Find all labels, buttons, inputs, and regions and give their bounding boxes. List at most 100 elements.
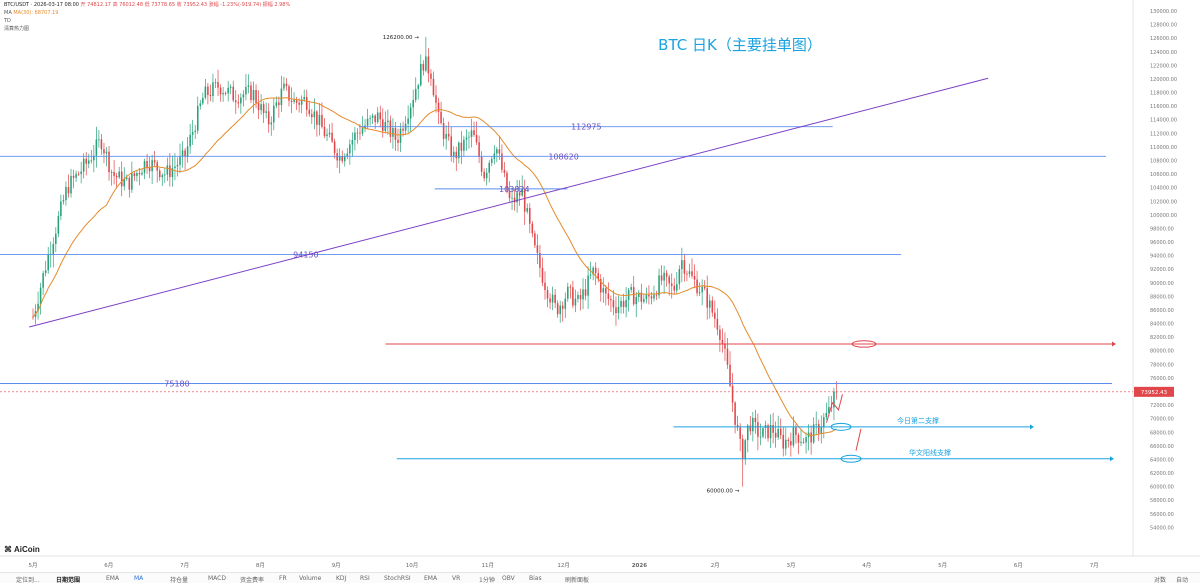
candle-body bbox=[394, 128, 397, 140]
chart-header-ohlc: BTC/USDT · 2026-03-17 08:00 开 74812.17 高… bbox=[4, 2, 290, 9]
toolbar-item[interactable]: EMA bbox=[106, 575, 120, 582]
candle-body bbox=[731, 385, 734, 403]
candle-body bbox=[795, 427, 797, 435]
x-tick-label: 6月 bbox=[1014, 562, 1023, 569]
candle-body bbox=[39, 287, 42, 304]
candle-body bbox=[207, 86, 209, 95]
candle-body bbox=[417, 85, 420, 89]
candle-body bbox=[643, 299, 645, 302]
toolbar-item[interactable]: 日期范围 bbox=[56, 577, 81, 584]
candle-body bbox=[338, 156, 341, 161]
candle-body bbox=[612, 300, 615, 308]
candle-body bbox=[93, 155, 95, 161]
toolbar-item[interactable]: 1分钟 bbox=[479, 577, 495, 584]
candle-body bbox=[521, 188, 523, 196]
toolbar-item[interactable]: FR bbox=[279, 575, 287, 582]
red-level-ellipse bbox=[851, 340, 877, 348]
candle-body bbox=[650, 296, 653, 299]
candle-body bbox=[176, 164, 179, 167]
candle-body bbox=[777, 428, 779, 438]
candle-body bbox=[445, 133, 447, 139]
candle-body bbox=[653, 294, 655, 299]
candle-body bbox=[290, 100, 293, 102]
candle-body bbox=[278, 102, 280, 106]
td-label: TD bbox=[4, 18, 11, 24]
candle-body bbox=[452, 151, 455, 157]
candle-body bbox=[136, 172, 138, 177]
candle-body bbox=[151, 160, 153, 172]
toolbar-item[interactable]: VR bbox=[452, 575, 461, 582]
candle-body bbox=[128, 177, 131, 190]
toolbar-item[interactable]: MA bbox=[134, 575, 144, 582]
y-tick-label: 70000.00 bbox=[1150, 417, 1174, 423]
toolbar-scale-toggle[interactable]: 对数 bbox=[1154, 577, 1167, 584]
x-tick-label: 5月 bbox=[29, 562, 38, 569]
level-label: 75180 bbox=[164, 379, 189, 388]
candle-body bbox=[698, 292, 701, 294]
toolbar-item[interactable]: 定位到... bbox=[16, 577, 40, 584]
candle-body bbox=[169, 165, 171, 178]
candle-body bbox=[739, 427, 741, 439]
toolbar-item[interactable]: 资金费率 bbox=[240, 577, 265, 584]
toolbar-item[interactable]: 刷新面板 bbox=[565, 577, 590, 584]
candle-body bbox=[125, 177, 128, 180]
toolbar-item[interactable]: StochRSI bbox=[384, 575, 411, 582]
y-tick-label: 116000.00 bbox=[1150, 104, 1177, 110]
ma-indicator-line[interactable]: MA MA(30): 68707.19 bbox=[4, 10, 58, 17]
candle-body bbox=[721, 339, 724, 345]
toolbar-item[interactable]: MACD bbox=[208, 575, 226, 582]
toolbar-item[interactable]: 持仓量 bbox=[170, 577, 189, 584]
candle-body bbox=[432, 78, 435, 96]
toolbar-item[interactable]: KDJ bbox=[336, 575, 347, 582]
candle-body bbox=[65, 187, 67, 201]
level-label: 103824 bbox=[499, 185, 530, 194]
candle-body bbox=[186, 146, 189, 157]
candle-body bbox=[673, 285, 676, 291]
toolbar-item[interactable]: EMA bbox=[424, 575, 438, 582]
candle-body bbox=[87, 160, 90, 164]
candle-body bbox=[769, 424, 772, 439]
candle-body bbox=[108, 151, 110, 173]
candle-body bbox=[736, 424, 739, 428]
candle-body bbox=[257, 103, 260, 111]
candle-body bbox=[326, 134, 328, 137]
candle-body bbox=[483, 171, 485, 179]
red-arrow-down bbox=[826, 402, 833, 423]
y-tick-label: 106000.00 bbox=[1150, 172, 1177, 178]
toolbar-item[interactable]: RSI bbox=[360, 575, 370, 582]
trend-line[interactable] bbox=[29, 77, 989, 328]
candle-body bbox=[785, 439, 787, 449]
candle-body bbox=[387, 120, 389, 123]
y-tick-label: 66000.00 bbox=[1150, 444, 1174, 450]
candle-body bbox=[726, 348, 729, 365]
td-indicator-line[interactable]: TD bbox=[4, 18, 11, 25]
candle-body bbox=[708, 300, 711, 308]
candle-body bbox=[592, 267, 594, 275]
candle-body bbox=[460, 142, 463, 151]
candle-body bbox=[549, 298, 551, 303]
heatmap-indicator-line[interactable]: 清算热力图 bbox=[4, 26, 29, 33]
candle-body bbox=[516, 192, 518, 203]
toolbar-item[interactable]: OBV bbox=[502, 575, 515, 582]
candle-body bbox=[802, 441, 805, 443]
toolbar-item[interactable]: Volume bbox=[299, 575, 322, 582]
candle-body bbox=[701, 286, 703, 293]
candle-body bbox=[584, 289, 587, 296]
candle-body bbox=[473, 130, 475, 135]
candle-body bbox=[181, 150, 184, 157]
level-label: 112975 bbox=[571, 123, 602, 132]
y-tick-label: 122000.00 bbox=[1150, 63, 1177, 69]
toolbar-item[interactable]: Bias bbox=[529, 575, 542, 582]
candle-body bbox=[437, 102, 440, 112]
candle-body bbox=[546, 290, 549, 299]
candle-body bbox=[749, 425, 752, 432]
x-tick-label: 2026 bbox=[632, 563, 647, 569]
support-arrowhead bbox=[1030, 424, 1034, 430]
candle-body bbox=[247, 85, 250, 87]
y-tick-label: 92000.00 bbox=[1150, 267, 1174, 273]
candle-body bbox=[683, 260, 686, 274]
candle-body bbox=[678, 269, 681, 285]
candle-body bbox=[597, 273, 600, 280]
toolbar-scale-toggle[interactable]: 自动 bbox=[1176, 577, 1189, 584]
